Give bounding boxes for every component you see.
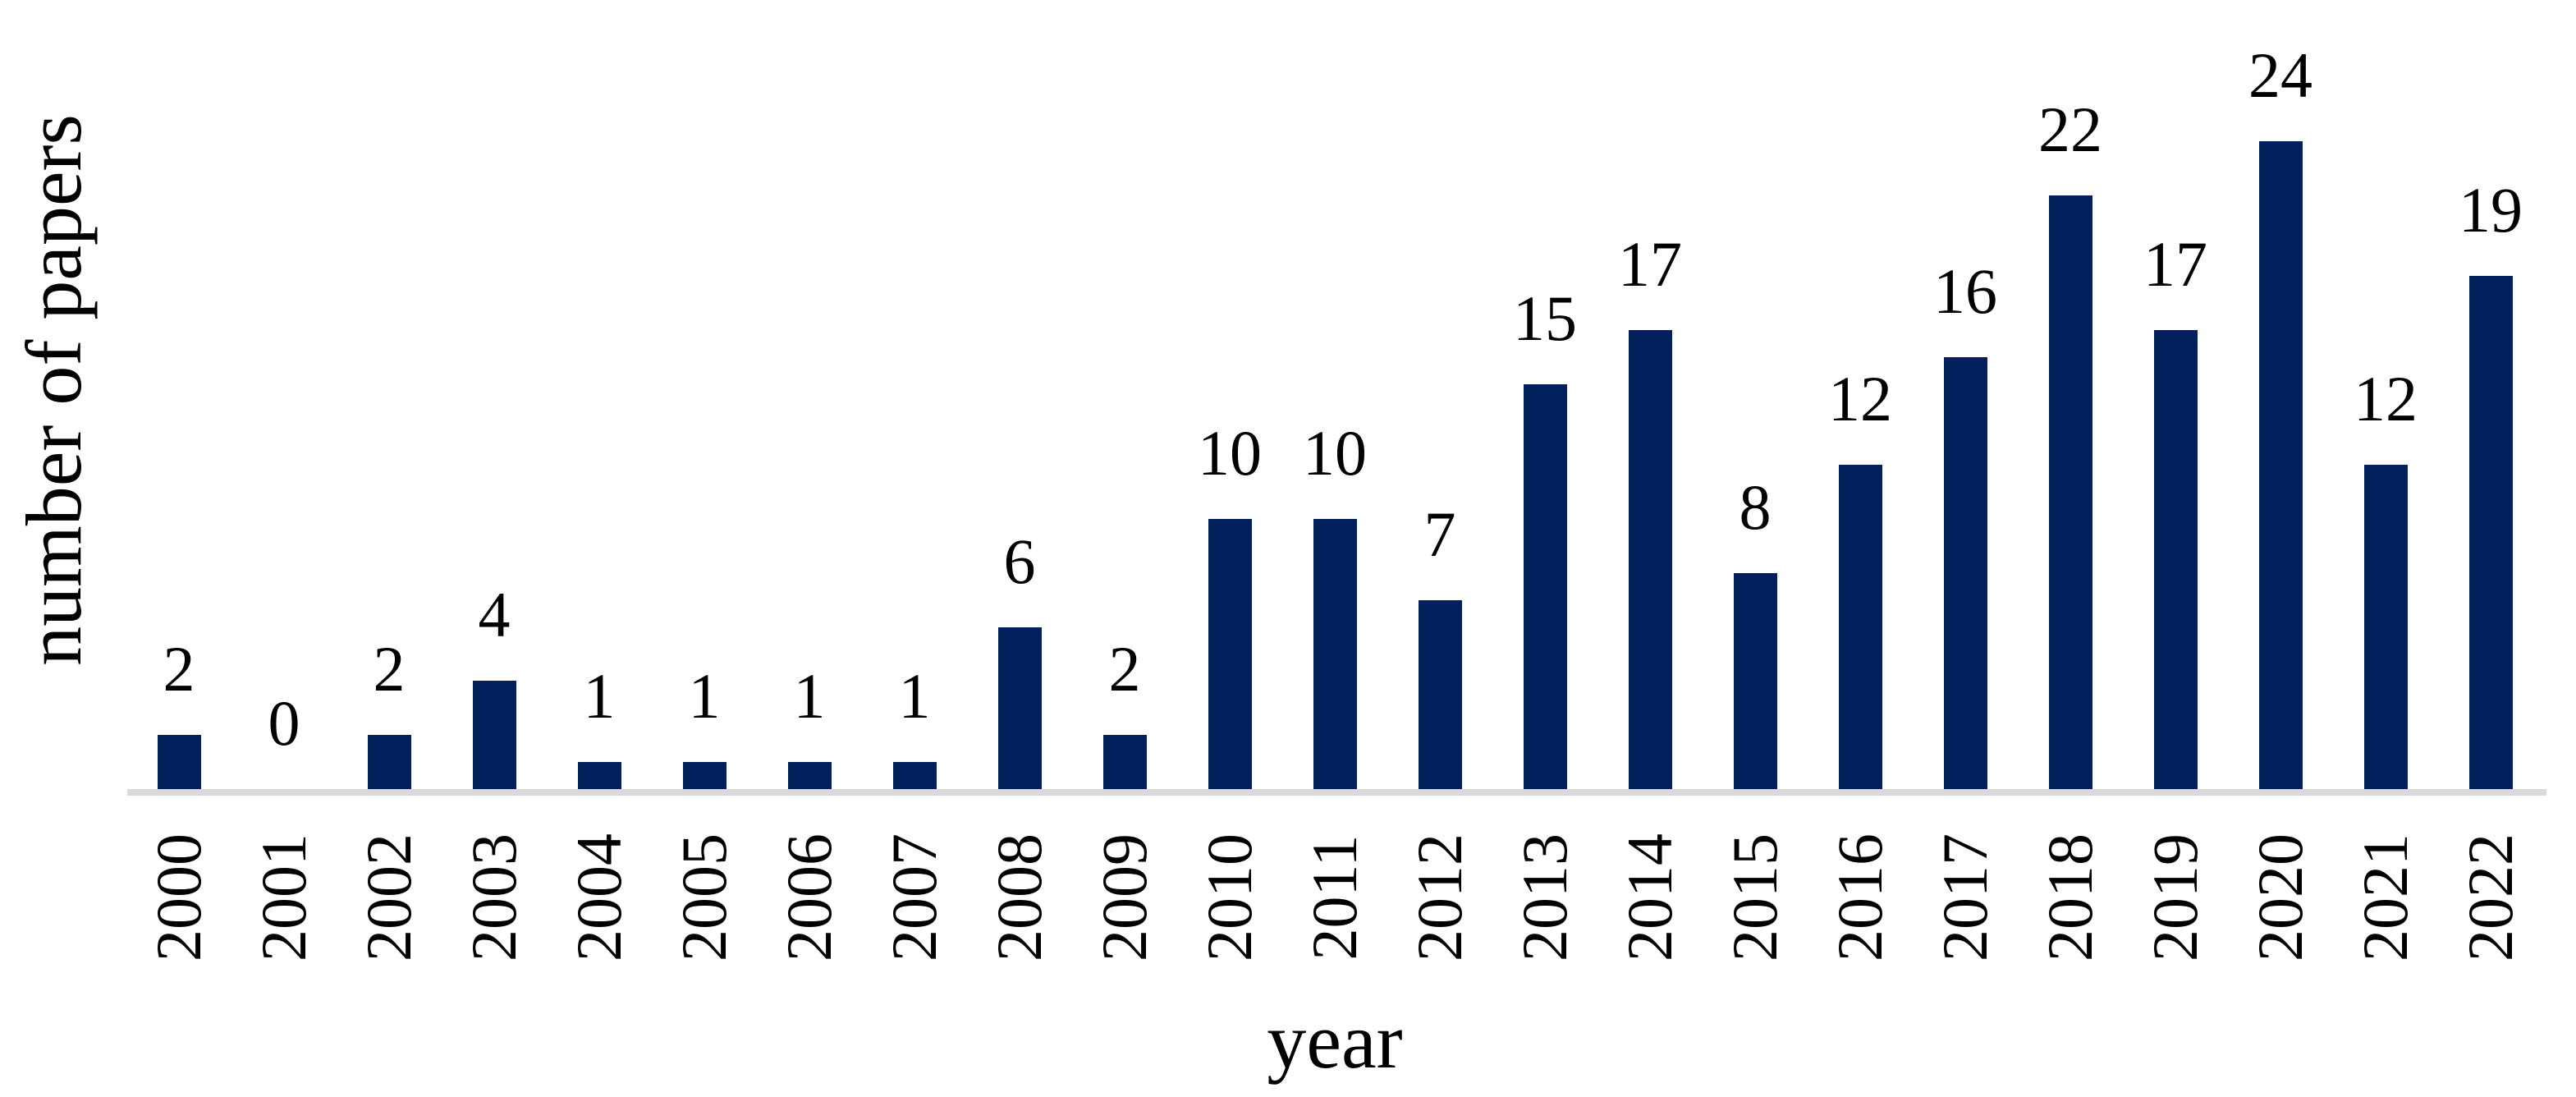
bar [157,735,201,789]
bar-value-label: 1 [583,660,616,732]
bar [1102,735,1147,789]
bar-value-label: 2 [163,633,195,705]
bar-value-label: 10 [1198,417,1262,489]
bar [997,627,1042,789]
x-tick-label: 2004 [563,833,635,962]
bar-value-label: 24 [2248,39,2312,111]
x-tick-label: 2019 [2139,833,2211,962]
bar [1628,330,1672,789]
x-tick-label: 2010 [1194,833,1265,962]
bar [892,762,937,789]
x-tick-label: 2007 [878,833,950,962]
x-tick-label: 2003 [458,833,529,962]
bar-value-label: 12 [1828,363,1892,434]
x-tick-label: 2018 [2034,833,2106,962]
x-tick-label: 2015 [1719,833,1790,962]
bar-value-label: 6 [1003,526,1036,597]
x-axis-title: year [1267,997,1403,1085]
x-tick-label: 2011 [1299,834,1370,961]
bar [1733,573,1777,789]
x-tick-label: 2017 [1929,833,2001,962]
y-axis-title: number of papers [10,114,98,666]
bar [577,762,621,789]
bar [2468,276,2513,789]
x-tick-label: 2014 [1614,833,1685,962]
bar-value-label: 2 [1108,633,1141,705]
bar-value-label: 17 [2143,228,2207,300]
x-tick-label: 2006 [773,833,845,962]
bar-value-label: 19 [2459,174,2523,246]
x-tick-label: 2008 [983,833,1055,962]
bar-value-label: 1 [688,660,721,732]
bar [1208,519,1252,789]
bar-value-label: 12 [2354,363,2418,434]
x-tick-label: 2005 [668,833,740,962]
bar [1313,519,1357,789]
bar [1523,384,1567,789]
x-tick-label: 2013 [1509,833,1580,962]
x-tick-label: 2016 [1824,833,1895,962]
bar [682,762,727,789]
bar [1838,465,1882,789]
x-axis-line [127,789,2546,796]
bar [2258,141,2303,789]
bar-value-label: 10 [1303,417,1367,489]
bar-value-label: 16 [1933,255,1997,327]
bar-value-label: 1 [898,660,931,732]
x-tick-label: 2002 [353,833,424,962]
bar-value-label: 0 [268,687,300,759]
x-tick-label: 2022 [2455,833,2526,962]
bar-value-label: 17 [1618,228,1682,300]
bar-value-label: 22 [2038,94,2102,165]
bar [1943,357,1987,789]
x-tick-label: 2009 [1089,833,1160,962]
bar [1418,600,1462,789]
bar [472,681,516,789]
bar [367,735,411,789]
bar-value-label: 4 [478,579,511,650]
x-tick-label: 2012 [1404,833,1475,962]
x-tick-label: 2001 [248,833,319,962]
x-tick-label: 2000 [143,833,214,962]
bar-value-label: 8 [1739,471,1772,543]
bar-value-label: 1 [793,660,826,732]
bar-value-label: 2 [373,633,406,705]
bar [2153,330,2198,789]
bar [2048,195,2092,789]
bar [2363,465,2408,789]
bar [787,762,832,789]
x-tick-label: 2020 [2244,833,2316,962]
x-tick-label: 2021 [2349,833,2421,962]
bar-value-label: 15 [1513,282,1577,354]
bar-value-label: 7 [1423,498,1456,570]
